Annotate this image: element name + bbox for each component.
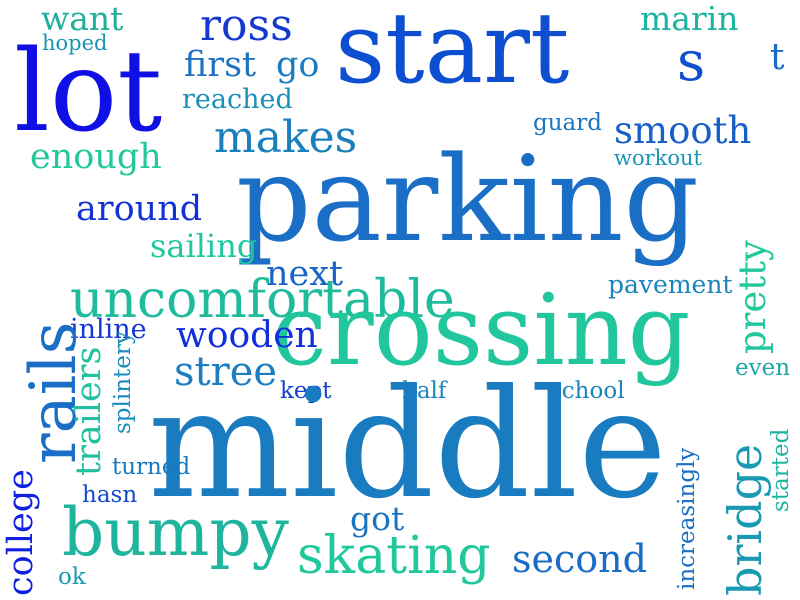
word-bumpy: middle <box>148 358 667 532</box>
word-skating: bridge <box>718 443 772 596</box>
word-got: splintery <box>110 331 136 434</box>
word-half: even <box>735 355 791 381</box>
word-hasn: trailers <box>69 346 109 476</box>
word-college: second <box>512 537 647 581</box>
word-even: wooden <box>176 315 318 356</box>
word-s: s <box>677 29 706 93</box>
word-crossing: pavement <box>608 270 733 299</box>
word-start: start <box>335 0 570 106</box>
word-makes: makes <box>214 112 358 163</box>
word-first: first <box>184 45 257 85</box>
word-t: t <box>770 37 785 78</box>
word-go: go <box>276 45 320 85</box>
word-enough: enough <box>30 137 162 177</box>
word-wooden: crossing <box>272 274 691 388</box>
word-marin: marin <box>640 0 739 38</box>
word-pretty: college <box>1 469 41 596</box>
word-school: kept <box>280 378 332 404</box>
word-ok: turned <box>112 454 191 480</box>
word-next: sailing <box>150 227 258 265</box>
word-smooth: smooth <box>614 109 752 152</box>
word-ross: ross <box>200 0 293 51</box>
word-splintery: increasingly <box>674 447 700 590</box>
word-started: skating <box>297 526 491 586</box>
word-second: started <box>768 428 794 512</box>
word-trailers: got <box>350 499 405 538</box>
word-stree: inline <box>70 314 147 345</box>
word-sailing: around <box>76 189 203 229</box>
word-kept: stree <box>174 349 278 395</box>
word-increasingly: ok <box>58 564 86 590</box>
word-middle: half <box>402 378 447 404</box>
word-guard: guard <box>533 110 602 136</box>
word-reached: reached <box>182 84 293 115</box>
word-pavement: pretty <box>731 240 774 354</box>
word-lot: lot <box>14 27 163 157</box>
word-workout: workout <box>614 146 702 170</box>
word-parking: parking <box>236 130 700 268</box>
word-uncomfortable: next <box>266 254 344 294</box>
word-turned: school <box>550 378 625 404</box>
word-bridge: bumpy <box>62 494 289 571</box>
word-hoped: hoped <box>42 31 108 55</box>
word-rails: hasn <box>82 482 138 508</box>
word-want: want <box>41 0 124 38</box>
word-inline: uncomfortable <box>70 270 455 330</box>
